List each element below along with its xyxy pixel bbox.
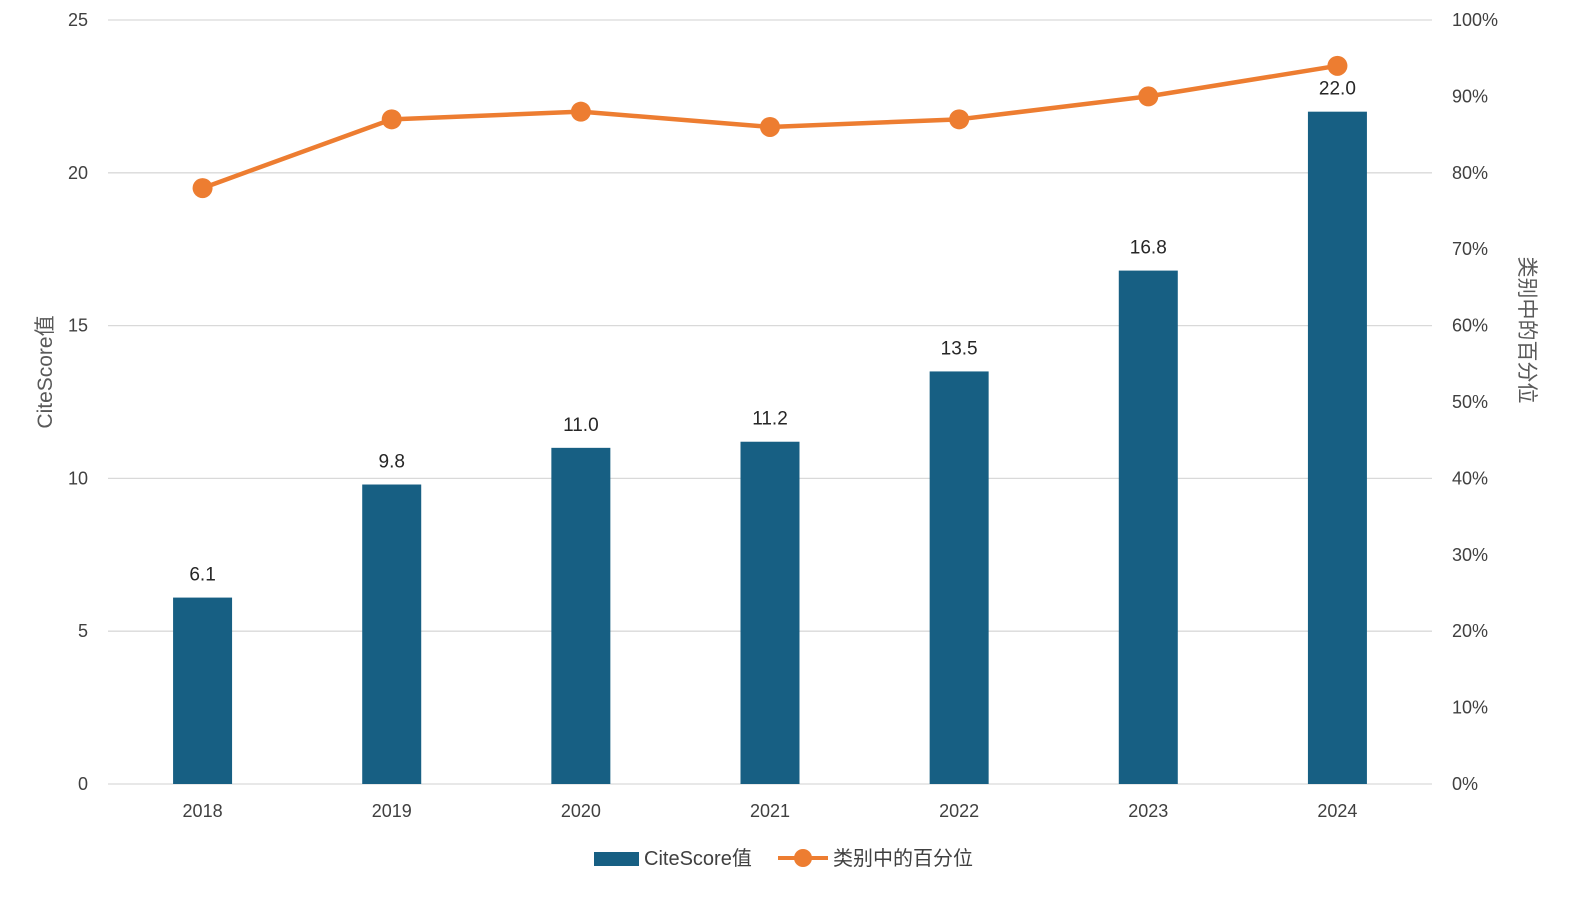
bar-data-label: 11.0	[563, 415, 599, 436]
line-point	[570, 101, 591, 122]
bar	[1118, 270, 1178, 784]
right-tick-label: 70%	[1452, 239, 1488, 259]
left-tick-label: 10	[68, 468, 88, 488]
x-axis-ticks: 2018 2019 2020 2021 2022 2023 2024	[183, 801, 1358, 821]
right-tick-label: 20%	[1452, 621, 1488, 641]
right-tick-label: 40%	[1452, 468, 1488, 488]
legend-item-bar: CiteScore值	[594, 847, 752, 870]
right-tick-label: 30%	[1452, 545, 1488, 565]
bar	[929, 371, 989, 784]
right-tick-label: 90%	[1452, 86, 1488, 106]
x-tick-label: 2024	[1317, 801, 1357, 821]
line-series	[192, 55, 1348, 199]
legend: CiteScore值 类别中的百分位	[594, 847, 973, 870]
x-tick-label: 2022	[939, 801, 979, 821]
line-point	[381, 109, 402, 130]
bar-data-label: 9.8	[379, 452, 405, 473]
left-tick-label: 20	[68, 163, 88, 183]
bar-data-label: 16.8	[1130, 238, 1167, 259]
x-tick-label: 2021	[750, 801, 790, 821]
bar-data-label: 13.5	[941, 338, 978, 359]
bar	[1307, 111, 1367, 785]
left-tick-label: 0	[78, 774, 88, 794]
right-tick-label: 80%	[1452, 163, 1488, 183]
line-point	[760, 116, 780, 137]
left-axis-ticks: 0 5 10 15 20 25	[68, 10, 88, 794]
bar-series	[173, 111, 1367, 785]
legend-bar-label: CiteScore值	[644, 847, 752, 870]
left-tick-label: 5	[78, 621, 88, 641]
bar	[740, 441, 800, 784]
bar-data-labels: 6.1 9.8 11.0 11.2 13.5 16.8 22.0	[189, 79, 1356, 586]
bar-data-label: 22.0	[1319, 79, 1356, 100]
left-tick-label: 25	[68, 10, 88, 30]
bar-data-label: 6.1	[189, 565, 215, 586]
left-tick-label: 15	[68, 316, 88, 336]
right-tick-label: 100%	[1452, 10, 1498, 30]
line-point	[949, 109, 970, 130]
bar	[362, 484, 422, 784]
line-point	[1327, 55, 1348, 76]
right-tick-label: 60%	[1452, 316, 1488, 336]
bar	[173, 597, 233, 784]
right-axis-ticks: 0% 10% 20% 30% 40% 50% 60% 70% 80% 90% 100%	[1452, 10, 1498, 794]
x-tick-label: 2018	[183, 801, 223, 821]
right-tick-label: 50%	[1452, 392, 1488, 412]
line-point	[1138, 86, 1159, 107]
x-tick-label: 2020	[561, 801, 601, 821]
left-axis-title: CiteScore值	[34, 315, 57, 428]
right-tick-label: 0%	[1452, 774, 1478, 794]
legend-line-label: 类别中的百分位	[833, 847, 973, 870]
x-tick-label: 2023	[1128, 801, 1168, 821]
right-axis-title: 类别中的百分位	[1515, 257, 1538, 404]
legend-bar-swatch	[594, 852, 639, 866]
legend-item-line: 类别中的百分位	[778, 847, 973, 870]
right-tick-label: 10%	[1452, 698, 1488, 718]
x-tick-label: 2019	[372, 801, 412, 821]
line-point	[192, 178, 213, 199]
legend-line-marker	[794, 849, 812, 867]
bar-data-label: 11.2	[752, 409, 788, 430]
bar	[551, 447, 611, 784]
